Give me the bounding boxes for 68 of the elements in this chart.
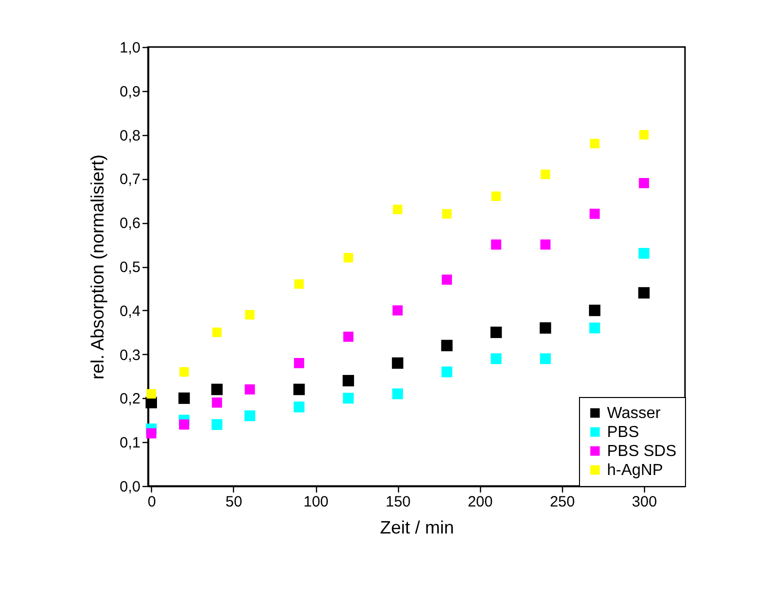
point <box>540 239 550 250</box>
point <box>590 138 600 148</box>
point <box>294 279 304 289</box>
point <box>392 305 403 316</box>
point <box>589 322 600 334</box>
point <box>342 392 354 404</box>
point <box>540 322 552 334</box>
point <box>441 366 452 378</box>
point <box>588 304 600 316</box>
point <box>442 209 452 219</box>
y-tick-label: 0,4 <box>120 302 140 320</box>
point <box>392 388 404 400</box>
point <box>344 252 354 262</box>
point <box>293 384 305 396</box>
point <box>490 353 502 364</box>
x-tick-label: 300 <box>632 494 657 510</box>
y-tick-label: 0,0 <box>120 478 140 496</box>
point <box>212 419 222 430</box>
point <box>392 204 402 214</box>
point <box>342 374 354 386</box>
point <box>212 398 222 408</box>
point <box>211 384 223 396</box>
point <box>179 419 190 430</box>
y-tick-label: 0,8 <box>120 127 140 144</box>
y-tick-label: 0,5 <box>120 259 140 276</box>
legend-label: PBS SDS <box>607 443 676 460</box>
point <box>244 384 255 394</box>
legend-label: Wasser <box>607 405 662 422</box>
point <box>146 428 156 438</box>
x-tick-label: 0 <box>148 494 156 510</box>
point <box>244 410 256 422</box>
point <box>245 310 255 320</box>
y-tick-label: 1,0 <box>120 40 140 56</box>
point <box>540 170 550 180</box>
y-tick-label: 0,7 <box>120 171 140 188</box>
point <box>442 274 452 285</box>
point <box>491 192 501 202</box>
x-tick-label: 250 <box>550 494 575 510</box>
point <box>491 239 502 250</box>
point <box>638 248 650 259</box>
x-tick-label: 150 <box>386 494 411 510</box>
point <box>392 357 404 369</box>
x-tick-label: 100 <box>303 494 329 510</box>
point <box>639 130 649 140</box>
y-tick-label: 0,9 <box>120 83 140 100</box>
point <box>178 392 190 404</box>
point <box>294 402 304 412</box>
point <box>146 389 156 399</box>
legend-label: h-AgNP <box>607 462 664 479</box>
y-tick-label: 0,2 <box>120 390 140 408</box>
point <box>638 178 650 188</box>
y-tick-label: 0,3 <box>120 346 140 364</box>
point <box>638 287 650 299</box>
point <box>441 340 453 352</box>
point <box>343 332 354 342</box>
point <box>212 328 222 338</box>
x-axis-title: Zeit / min <box>380 518 454 538</box>
point <box>490 326 502 338</box>
x-tick-label: 50 <box>226 494 242 510</box>
legend-label: PBS <box>607 424 640 441</box>
point <box>179 367 189 377</box>
point <box>294 358 304 368</box>
y-tick-label: 0,6 <box>120 215 140 232</box>
point <box>590 208 600 219</box>
y-axis-title: rel. Absorption (normalisiert) <box>88 154 108 380</box>
point <box>540 353 551 364</box>
x-tick-label: 200 <box>468 494 493 510</box>
y-tick-label: 0,1 <box>120 434 140 452</box>
